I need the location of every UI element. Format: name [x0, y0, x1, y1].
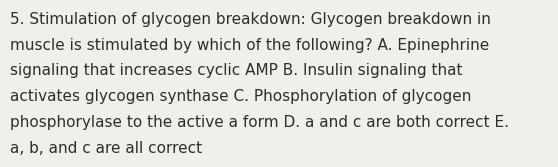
Text: signaling that increases cyclic AMP B. Insulin signaling that: signaling that increases cyclic AMP B. I…	[10, 63, 463, 78]
Text: 5. Stimulation of glycogen breakdown: Glycogen breakdown in: 5. Stimulation of glycogen breakdown: Gl…	[10, 12, 491, 27]
Text: activates glycogen synthase C. Phosphorylation of glycogen: activates glycogen synthase C. Phosphory…	[10, 89, 472, 104]
Text: phosphorylase to the active a form D. a and c are both correct E.: phosphorylase to the active a form D. a …	[10, 115, 509, 130]
Text: a, b, and c are all correct: a, b, and c are all correct	[10, 141, 202, 156]
Text: muscle is stimulated by which of the following? A. Epinephrine: muscle is stimulated by which of the fol…	[10, 38, 489, 53]
